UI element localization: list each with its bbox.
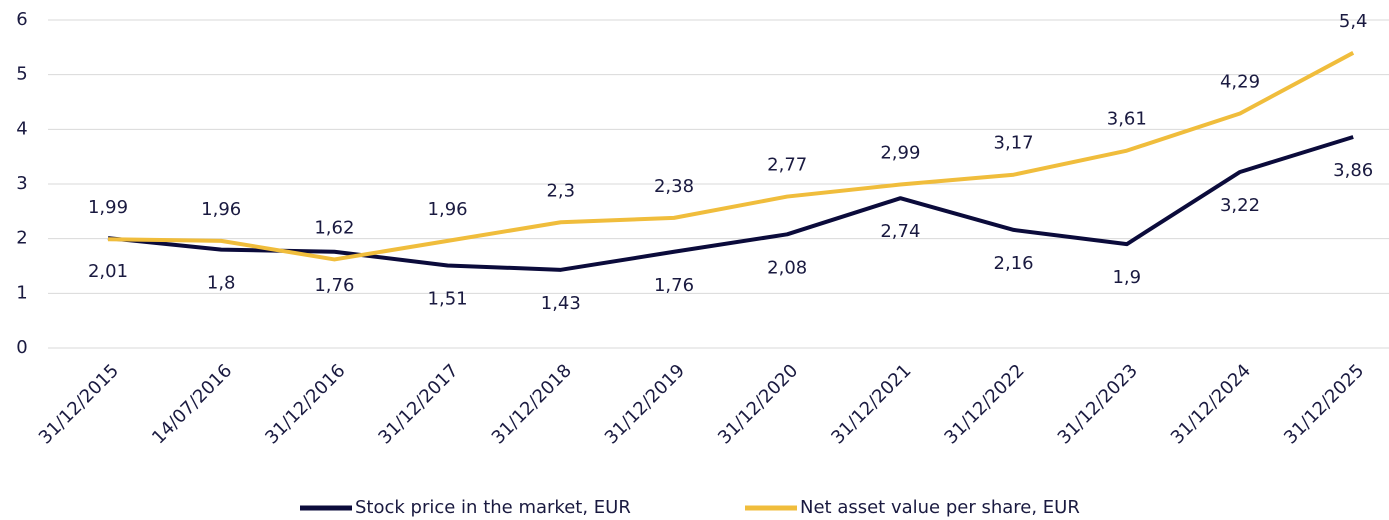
series-line [107,51,1355,262]
data-label: 4,29 [1220,71,1260,92]
data-label: 2,16 [994,253,1034,274]
data-label: 1,51 [428,288,468,309]
data-label: 1,8 [207,273,236,294]
data-label: 2,38 [654,176,694,197]
y-tick-label: 6 [16,9,27,30]
y-tick-label: 0 [16,337,27,358]
y-tick-label: 5 [16,64,27,85]
x-tick-label: 31/12/2017 [374,360,462,448]
y-tick-label: 2 [16,228,27,249]
legend-label: Net asset value per share, EUR [800,497,1080,518]
x-tick-label: 31/12/2015 [35,360,123,448]
y-tick-label: 1 [16,282,27,303]
data-label: 3,17 [994,133,1034,154]
y-tick-label: 4 [16,118,27,139]
data-label: 5,4 [1339,11,1368,32]
data-label: 3,22 [1220,195,1260,216]
x-tick-label: 31/12/2018 [488,360,576,448]
data-label: 1,62 [314,217,354,238]
x-tick-label: 31/12/2022 [940,360,1028,448]
data-label: 1,43 [541,293,581,314]
x-tick-label: 14/07/2016 [148,360,236,448]
series-line [107,135,1354,272]
data-label: 2,08 [767,257,807,278]
y-tick-label: 3 [16,173,27,194]
data-label: 1,96 [201,199,241,220]
data-label: 1,9 [1112,267,1141,288]
x-tick-label: 31/12/2020 [714,360,802,448]
data-label: 2,01 [88,261,128,282]
data-label: 2,3 [546,180,575,201]
legend-label: Stock price in the market, EUR [355,497,631,518]
data-label: 3,61 [1107,109,1147,130]
data-label: 1,76 [314,275,354,296]
x-tick-label: 31/12/2025 [1280,360,1368,448]
x-tick-label: 31/12/2021 [827,360,915,448]
data-label: 1,76 [654,275,694,296]
x-tick-label: 31/12/2024 [1167,360,1255,448]
x-tick-label: 31/12/2016 [261,360,349,448]
data-label: 2,99 [880,143,920,164]
x-tick-label: 31/12/2019 [601,360,689,448]
data-label: 1,99 [88,197,128,218]
data-label: 3,86 [1333,160,1373,181]
x-tick-label: 31/12/2023 [1054,360,1142,448]
data-label: 1,96 [428,199,468,220]
data-label: 2,74 [880,221,920,242]
data-label: 2,77 [767,155,807,176]
